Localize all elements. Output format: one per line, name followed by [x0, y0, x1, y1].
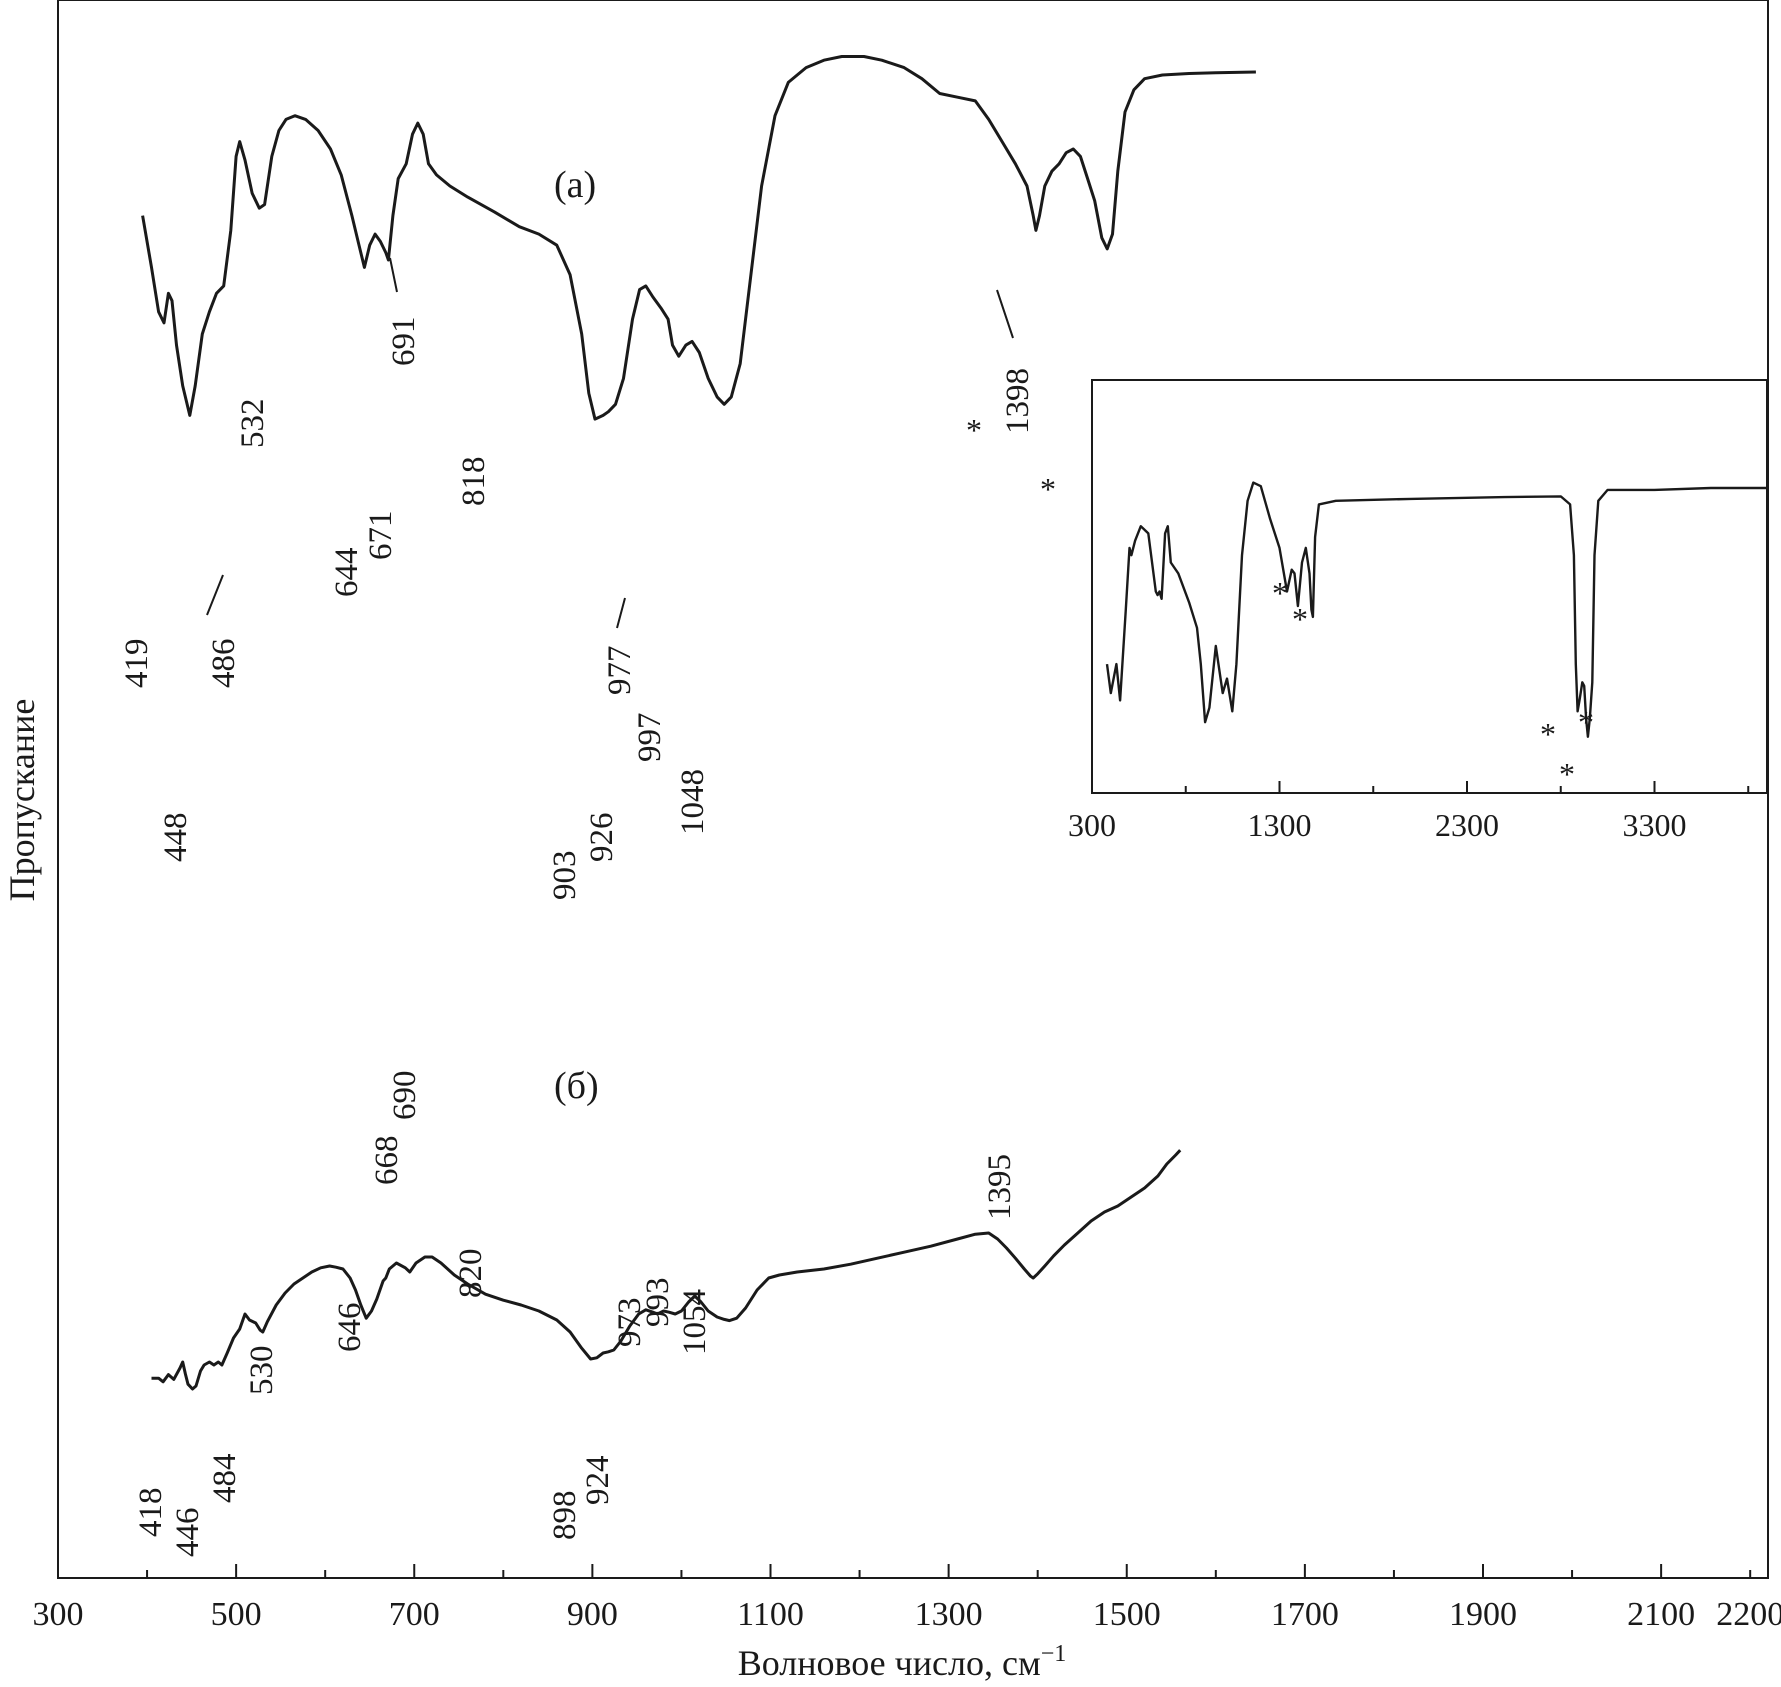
peak-label-a-448: 448: [158, 813, 194, 863]
x-tick-label-900: 900: [567, 1596, 618, 1633]
peak-label-b-668: 668: [369, 1136, 405, 1186]
x-tick-label-1100: 1100: [737, 1596, 804, 1633]
inset-x-tick-label-3300: 3300: [1623, 807, 1687, 843]
peak-label-b-924: 924: [580, 1456, 616, 1506]
peak-label-a-903: 903: [547, 851, 583, 901]
peak-label-a-419: 419: [119, 639, 155, 689]
inset-x-axis-ticks: [1091, 781, 1750, 793]
peak-label-a-671: 671: [363, 511, 399, 561]
x-tick-label-500: 500: [211, 1596, 262, 1633]
series-a-line: [141, 55, 1256, 421]
peak-label-b-898: 898: [547, 1491, 583, 1541]
asterisk-inset-2: *: [1292, 601, 1308, 637]
inset-frame: [1091, 379, 1768, 794]
inset-x-axis-tick-labels: 300 1300 2300 3300: [1068, 807, 1687, 843]
x-tick-label-2200: 2200: [1716, 1596, 1781, 1633]
leader-line-486: [206, 574, 224, 616]
asterisk-a-2: *: [1040, 471, 1056, 507]
x-axis-title-text: Волновое число, см: [738, 1643, 1041, 1683]
peak-labels-b: 418 446 484 530 646 668 690 820 898 924 …: [133, 1071, 1018, 1558]
peak-label-a-818: 818: [456, 457, 492, 507]
peak-label-a-926: 926: [584, 813, 620, 863]
asterisk-inset-5: *: [1559, 756, 1575, 792]
x-tick-label-1900: 1900: [1449, 1596, 1517, 1633]
asterisk-a-1: *: [966, 412, 982, 448]
x-axis-title-unit-exponent: −1: [1041, 1641, 1067, 1667]
peak-label-b-1395: 1395: [982, 1154, 1018, 1220]
panel-label-b: (б): [554, 1065, 599, 1107]
peak-label-a-486: 486: [206, 639, 242, 689]
x-tick-label-1700: 1700: [1271, 1596, 1339, 1633]
peak-label-a-1048: 1048: [675, 769, 711, 835]
peak-label-a-977: 977: [602, 646, 638, 696]
peak-label-b-1054: 1054: [677, 1289, 713, 1355]
asterisk-inset-1: *: [1272, 575, 1288, 611]
peak-labels-a: 419 448 486 532 644 671 691 818 903 926 …: [119, 257, 1056, 901]
inset-x-tick-label-2300: 2300: [1435, 807, 1499, 843]
peak-label-b-993: 993: [640, 1278, 676, 1328]
leader-line-1398: [996, 289, 1014, 339]
x-tick-label-700: 700: [389, 1596, 440, 1633]
x-axis-tick-labels: 300 500 700 900 1100 1300 1500 1700 1900 2100 2200: [33, 1596, 1781, 1633]
leader-line-691: [389, 257, 398, 293]
peak-label-b-973: 973: [612, 1298, 648, 1348]
inset-x-tick-label-300: 300: [1068, 807, 1116, 843]
x-tick-label-2100: 2100: [1627, 1596, 1695, 1633]
inset-chart: 300 1300 2300 3300 * * * * *: [1068, 379, 1768, 843]
peak-label-a-644: 644: [329, 548, 365, 598]
peak-label-a-997: 997: [632, 713, 668, 763]
x-tick-label-1300: 1300: [915, 1596, 983, 1633]
leader-line-977: [616, 597, 626, 629]
peak-label-b-446: 446: [170, 1508, 206, 1558]
peak-label-b-418: 418: [133, 1488, 169, 1538]
peak-label-a-532: 532: [235, 399, 271, 449]
asterisk-inset-3: *: [1540, 716, 1556, 752]
peak-label-b-690: 690: [387, 1071, 423, 1121]
peak-label-a-1398: 1398: [1000, 368, 1036, 434]
peak-label-b-820: 820: [453, 1249, 489, 1299]
peak-label-b-484: 484: [207, 1454, 243, 1504]
x-tick-label-300: 300: [33, 1596, 84, 1633]
x-tick-label-1500: 1500: [1093, 1596, 1161, 1633]
peak-label-b-646: 646: [332, 1303, 368, 1353]
asterisk-inset-4: *: [1578, 704, 1594, 740]
inset-series-line: [1105, 481, 1767, 738]
panel-label-a: (а): [554, 164, 596, 206]
y-axis-title: Пропускание: [2, 699, 42, 902]
peak-label-b-530: 530: [244, 1346, 280, 1396]
x-axis-ticks: [57, 1564, 1752, 1578]
x-axis-title: Волновое число, см−1: [738, 1641, 1067, 1683]
peak-label-a-691: 691: [386, 317, 422, 367]
series-b-line: [151, 1149, 1182, 1391]
inset-x-tick-label-1300: 1300: [1248, 807, 1312, 843]
